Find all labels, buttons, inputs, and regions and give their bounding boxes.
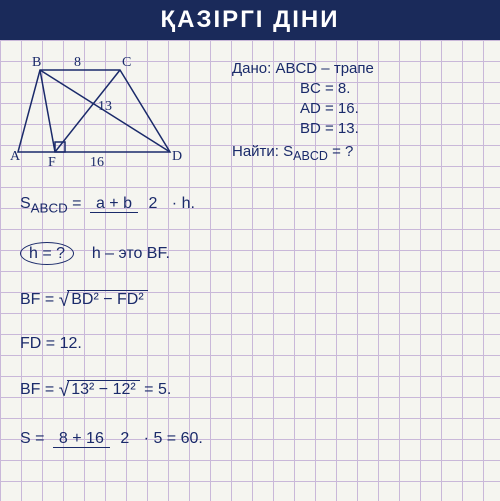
label-D: D	[172, 149, 182, 164]
l3: BF =	[20, 291, 59, 308]
l5: BF =	[20, 381, 59, 398]
header-title: ҚАЗІРГІ ДІНИ	[161, 6, 340, 33]
dim-AD: 16	[90, 155, 104, 170]
dim-BC: 8	[74, 55, 81, 70]
given-heading: Дано:	[232, 60, 271, 77]
given-l3: BD = 13.	[300, 120, 359, 137]
l1-lhs: S	[20, 195, 31, 212]
find-heading: Найти:	[232, 143, 279, 160]
work-line5: BF = 13² − 12² = 5.	[20, 380, 171, 402]
dim-BD: 13	[98, 99, 112, 114]
l1-frac: a + b 2	[90, 195, 163, 213]
work-line1: SABCD = a + b 2 · h.	[20, 195, 195, 215]
l1-top: a + b	[90, 195, 138, 213]
label-A: A	[10, 149, 21, 164]
l2-h: h = ?	[20, 242, 74, 265]
l6-top: 8 + 16	[53, 430, 110, 448]
l1-bot: 2	[142, 195, 163, 212]
l6-tail: · 5 = 60.	[144, 430, 203, 447]
l6-frac: 8 + 16 2	[53, 430, 135, 448]
label-B: B	[32, 55, 41, 70]
l2-txt: h – это BF.	[92, 245, 170, 262]
l1-tail: · h.	[172, 195, 195, 212]
find-q: = ?	[332, 143, 353, 160]
page-header: ҚАЗІРГІ ДІНИ	[0, 0, 500, 40]
l1-sub: ABCD	[31, 200, 68, 215]
find-S: S	[283, 143, 293, 160]
work-line3: BF = BD² − FD²	[20, 290, 148, 312]
l6-bot: 2	[114, 430, 135, 447]
l5-tail: = 5.	[144, 381, 171, 398]
work-line2: h = ? h – это BF.	[20, 245, 170, 263]
given-l2: AD = 16.	[300, 100, 359, 117]
given-l0: ABCD – трапе	[275, 60, 373, 77]
given-l1: BC = 8.	[300, 80, 350, 97]
given-block: Дано: ABCD – трапе	[232, 60, 374, 77]
height-BF	[40, 70, 55, 152]
l3-sq: BD² − FD²	[67, 290, 147, 308]
trapezoid-outline	[18, 70, 170, 152]
l1-eq: =	[72, 195, 81, 212]
work-line6: S = 8 + 16 2 · 5 = 60.	[20, 430, 203, 448]
label-C: C	[122, 55, 131, 70]
l5-sq: 13² − 12²	[67, 380, 139, 398]
trapezoid-figure: A B C D F 8 13 16	[10, 52, 190, 172]
label-F: F	[48, 155, 56, 170]
work-line4: FD = 12.	[20, 335, 82, 353]
l6-lhs: S =	[20, 430, 44, 447]
find-sub: ABCD	[293, 149, 328, 163]
find-block: Найти: SABCD = ?	[232, 143, 353, 163]
